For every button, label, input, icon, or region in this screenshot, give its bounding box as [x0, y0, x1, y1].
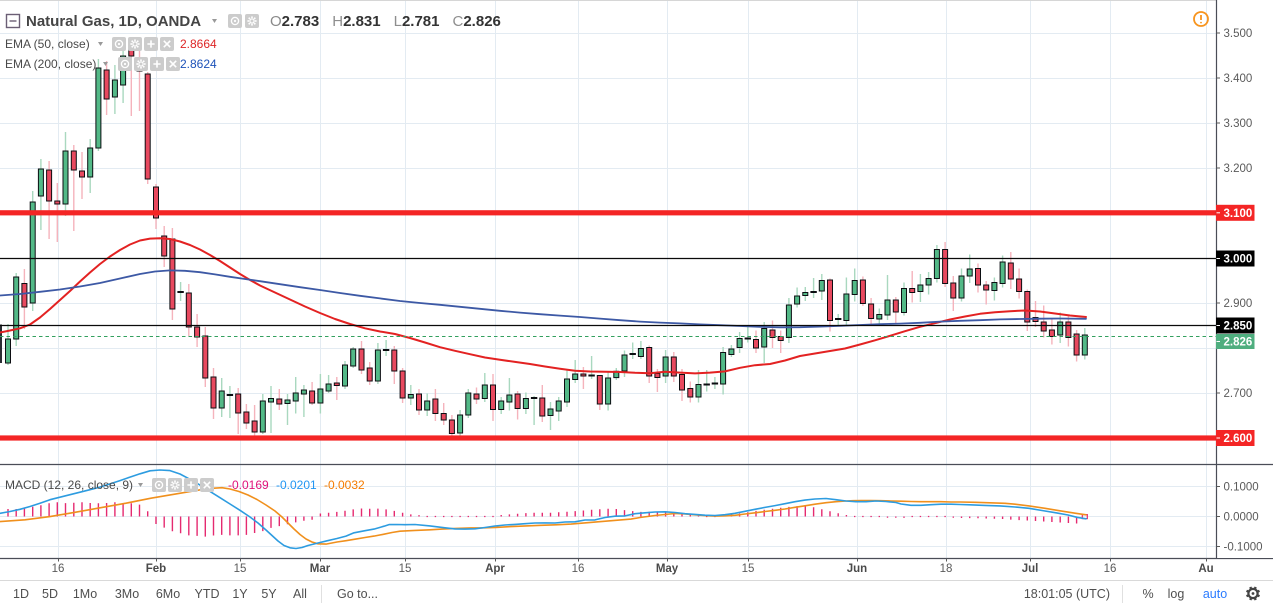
svg-text:16: 16	[572, 563, 585, 575]
svg-text:2.850: 2.850	[1224, 321, 1253, 333]
svg-text:auto: auto	[1203, 587, 1227, 601]
svg-text:3.400: 3.400	[1224, 73, 1253, 85]
svg-text:16: 16	[1104, 563, 1117, 575]
svg-text:3.000: 3.000	[1224, 254, 1253, 266]
svg-text:1D: 1D	[13, 587, 29, 601]
svg-text:Feb: Feb	[146, 563, 166, 575]
svg-text:All: All	[293, 587, 307, 601]
svg-text:2.8664: 2.8664	[180, 37, 217, 51]
svg-text:2.600: 2.600	[1224, 433, 1253, 445]
svg-text:Apr: Apr	[485, 563, 505, 575]
svg-text:-0.0032: -0.0032	[324, 478, 365, 492]
svg-text:2.8624: 2.8624	[180, 57, 217, 71]
svg-text:-0.1000: -0.1000	[1224, 542, 1263, 554]
svg-text:2.826: 2.826	[1224, 337, 1253, 349]
svg-text:15: 15	[742, 563, 755, 575]
svg-text:Go to...: Go to...	[337, 587, 378, 601]
svg-text:1Y: 1Y	[232, 587, 248, 601]
svg-text:log: log	[1168, 587, 1185, 601]
svg-text:5D: 5D	[42, 587, 58, 601]
svg-text:Jul: Jul	[1022, 563, 1039, 575]
svg-text:EMA (200, close): EMA (200, close)	[5, 57, 96, 71]
svg-text:16: 16	[52, 563, 65, 575]
svg-text:15: 15	[399, 563, 412, 575]
svg-text:-0.0169: -0.0169	[228, 478, 269, 492]
svg-text:3.300: 3.300	[1224, 118, 1253, 130]
svg-text:0.0000: 0.0000	[1224, 512, 1259, 524]
svg-text:15: 15	[234, 563, 247, 575]
svg-text:%: %	[1142, 587, 1153, 601]
svg-text:-0.0201: -0.0201	[276, 478, 317, 492]
svg-text:Mar: Mar	[310, 563, 331, 575]
svg-text:2.900: 2.900	[1224, 298, 1253, 310]
svg-text:3.500: 3.500	[1224, 28, 1253, 40]
svg-text:5Y: 5Y	[261, 587, 277, 601]
svg-text:YTD: YTD	[195, 587, 220, 601]
svg-text:0.1000: 0.1000	[1224, 482, 1259, 494]
svg-text:2.700: 2.700	[1224, 388, 1253, 400]
svg-text:EMA (50, close): EMA (50, close)	[5, 37, 90, 51]
svg-text:Natural Gas, 1D, OANDA: Natural Gas, 1D, OANDA	[26, 13, 201, 30]
svg-text:3Mo: 3Mo	[115, 587, 139, 601]
svg-text:3.200: 3.200	[1224, 163, 1253, 175]
svg-text:MACD (12, 26, close, 9): MACD (12, 26, close, 9)	[5, 478, 133, 492]
svg-text:1Mo: 1Mo	[73, 587, 97, 601]
svg-text:18:01:05 (UTC): 18:01:05 (UTC)	[1024, 587, 1110, 601]
svg-text:Au: Au	[1198, 563, 1213, 575]
svg-text:Jun: Jun	[847, 563, 867, 575]
svg-text:6Mo: 6Mo	[156, 587, 180, 601]
svg-text:May: May	[656, 563, 679, 575]
svg-text:3.100: 3.100	[1224, 208, 1253, 220]
svg-text:18: 18	[940, 563, 953, 575]
